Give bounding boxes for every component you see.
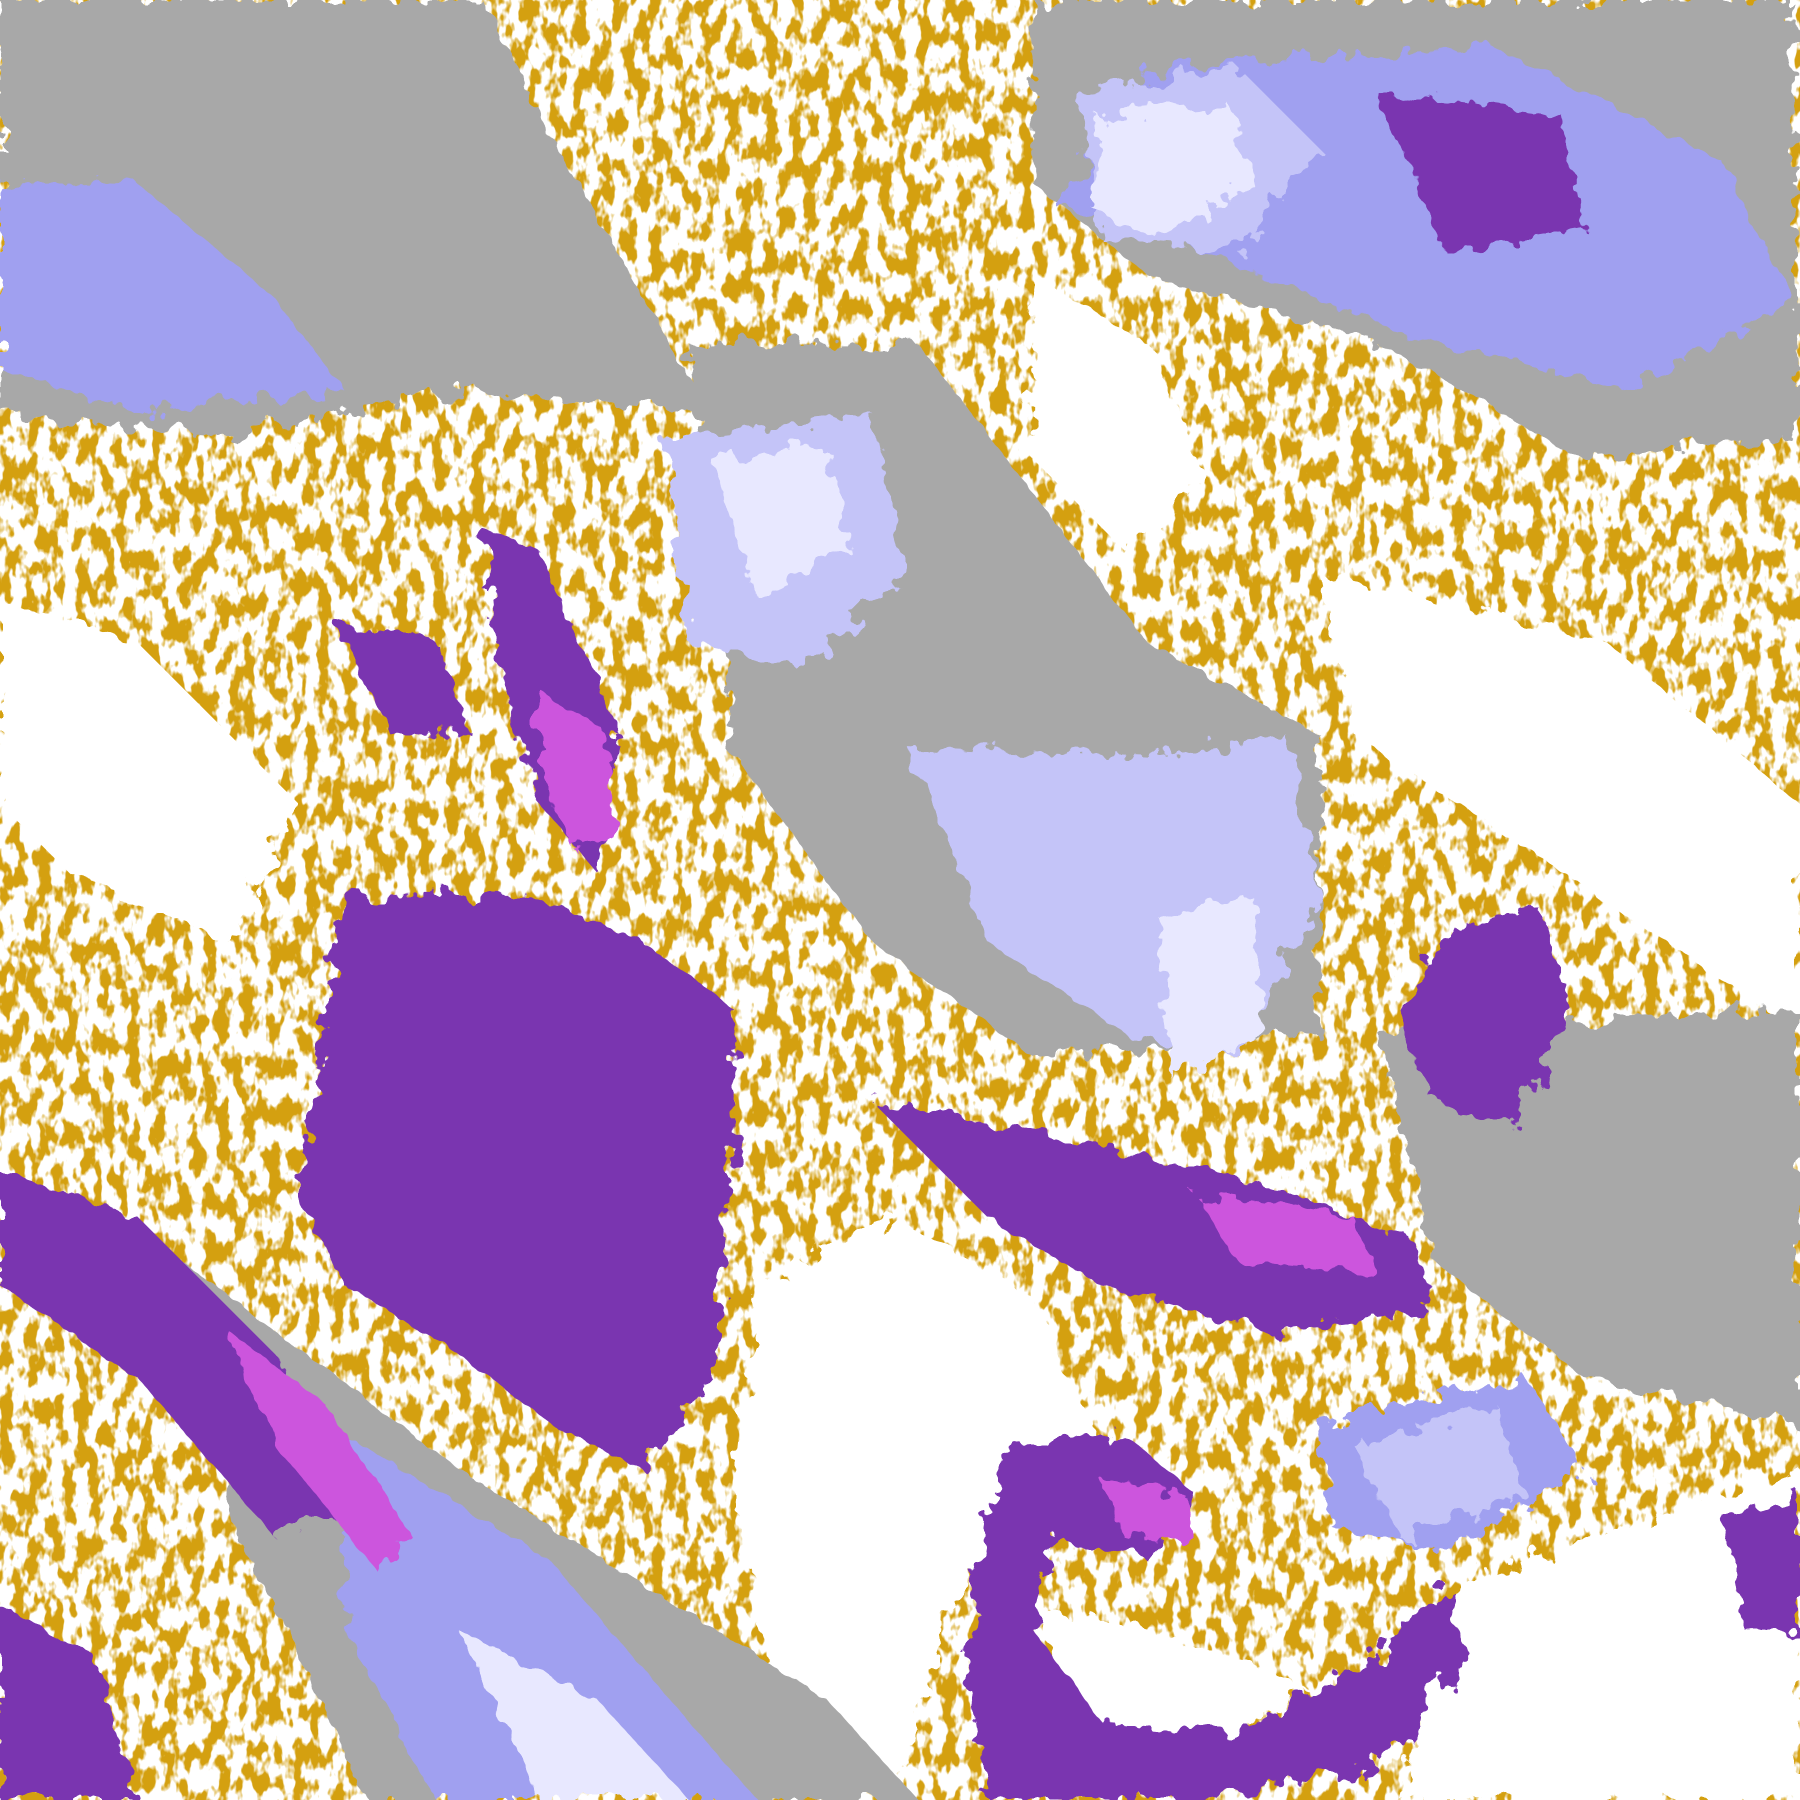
purple-system — [964, 1434, 1470, 1800]
purple-system — [298, 895, 735, 1470]
light-cloud — [1354, 1400, 1527, 1539]
pale-cloud — [459, 1630, 689, 1800]
purple-system — [872, 1102, 1435, 1332]
lavender-cloud — [0, 183, 345, 414]
lavender-cloud — [344, 1434, 758, 1800]
clear-region — [1320, 573, 1800, 1034]
pale-cloud — [1090, 103, 1252, 242]
clear-region — [1400, 1469, 1800, 1800]
magenta-core — [1102, 1480, 1194, 1539]
clear-region — [0, 596, 299, 942]
pale-cloud — [1159, 895, 1263, 1080]
purple-system — [332, 619, 471, 735]
magenta-core — [1193, 1193, 1378, 1275]
purple-system — [0, 1170, 345, 1539]
purple-system — [1377, 91, 1585, 253]
purple-system — [1400, 906, 1573, 1125]
magenta-core — [229, 1331, 414, 1573]
clear-region — [734, 1216, 1103, 1800]
purple-system — [0, 1607, 138, 1800]
clear-region — [1033, 1607, 1309, 1745]
purple-system — [1721, 1492, 1800, 1631]
pale-cloud — [711, 447, 850, 597]
magenta-core — [539, 688, 620, 850]
clear-region — [1033, 275, 1206, 552]
